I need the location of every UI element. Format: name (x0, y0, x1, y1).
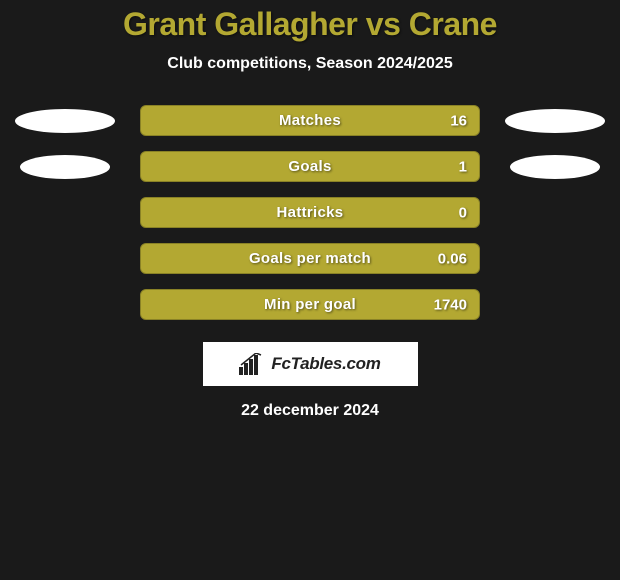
player-ellipse-right (510, 155, 600, 179)
stat-bar-goals: Goals 1 (140, 151, 480, 182)
stat-label: Goals (288, 158, 331, 175)
player-ellipse-left (15, 109, 115, 133)
stat-label: Goals per match (249, 250, 371, 267)
left-slot (10, 246, 120, 272)
stat-row: Matches 16 (0, 105, 620, 136)
right-slot (500, 108, 610, 134)
stat-rows: Matches 16 Goals 1 Hattricks 0 (0, 105, 620, 320)
stat-value: 0 (459, 204, 467, 221)
right-slot (500, 154, 610, 180)
stat-bar-matches: Matches 16 (140, 105, 480, 136)
right-slot (500, 200, 610, 226)
brand-label: FcTables.com (271, 354, 380, 374)
right-slot (500, 246, 610, 272)
stat-value: 1 (459, 158, 467, 175)
brand-box[interactable]: FcTables.com (203, 342, 418, 386)
stat-row: Goals 1 (0, 151, 620, 182)
stat-bar-min-per-goal: Min per goal 1740 (140, 289, 480, 320)
subtitle: Club competitions, Season 2024/2025 (0, 55, 620, 73)
player-ellipse-right (505, 109, 605, 133)
stat-row: Hattricks 0 (0, 197, 620, 228)
comparison-container: Grant Gallagher vs Crane Club competitio… (0, 0, 620, 420)
left-slot (10, 154, 120, 180)
stat-value: 1740 (434, 296, 467, 313)
left-slot (10, 292, 120, 318)
stat-row: Min per goal 1740 (0, 289, 620, 320)
stat-bar-goals-per-match: Goals per match 0.06 (140, 243, 480, 274)
stat-value: 0.06 (438, 250, 467, 267)
stat-row: Goals per match 0.06 (0, 243, 620, 274)
chart-icon (239, 353, 265, 375)
right-slot (500, 292, 610, 318)
date-label: 22 december 2024 (0, 402, 620, 420)
left-slot (10, 200, 120, 226)
stat-label: Matches (279, 112, 341, 129)
left-slot (10, 108, 120, 134)
stat-bar-hattricks: Hattricks 0 (140, 197, 480, 228)
page-title: Grant Gallagher vs Crane (0, 6, 620, 43)
stat-value: 16 (450, 112, 467, 129)
player-ellipse-left (20, 155, 110, 179)
stat-label: Hattricks (277, 204, 344, 221)
stat-label: Min per goal (264, 296, 356, 313)
